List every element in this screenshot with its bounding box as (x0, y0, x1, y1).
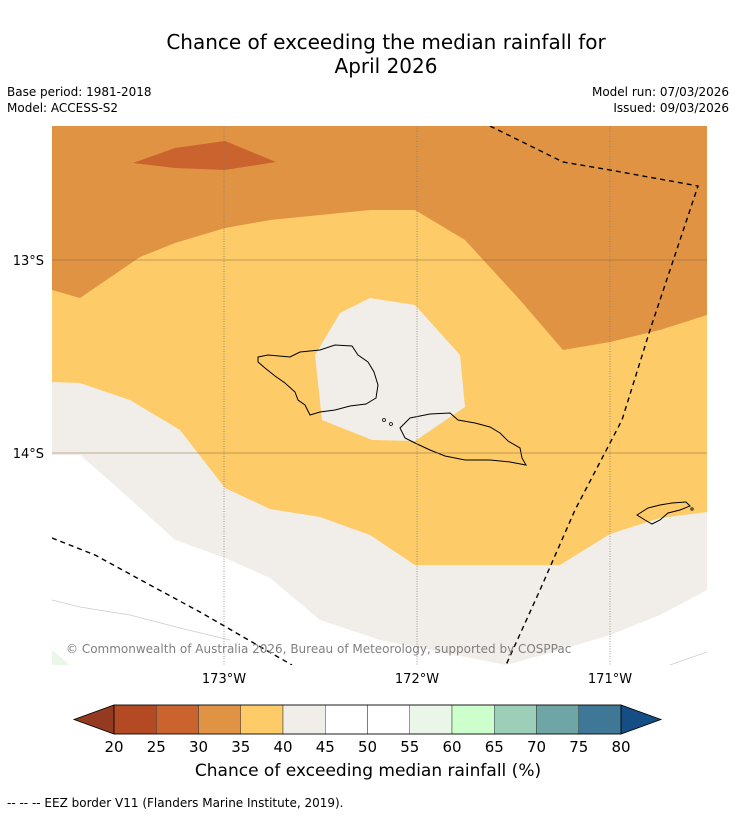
issued-text: Issued: 09/03/2026 (613, 101, 729, 115)
colorbar-tick-label: 20 (104, 738, 123, 756)
model-text: Model: ACCESS-S2 (7, 101, 119, 115)
colorbar-tick-label: 65 (485, 738, 504, 756)
colorbar-segment (367, 704, 410, 735)
contour-line (669, 651, 707, 665)
manono-island (382, 418, 386, 422)
savaii-island (257, 344, 379, 416)
eez-legend-note: -- -- -- EEZ border V11 (Flanders Marine… (7, 796, 344, 810)
colorbar-segment (198, 704, 241, 735)
apolima-island (389, 422, 393, 426)
eez-border (489, 126, 699, 665)
colorbar-segment (325, 704, 368, 735)
colorbar-tick-label: 30 (189, 738, 208, 756)
colorbar-extend-high (620, 704, 663, 735)
colorbar-tick-label: 60 (442, 738, 461, 756)
title-line-1: Chance of exceeding the median rainfall … (166, 30, 606, 54)
field-50-55-lower (52, 455, 506, 665)
colorbar-segment (282, 704, 326, 735)
colorbar-tick-label: 50 (358, 738, 377, 756)
base-period-text: Base period: 1981-2018 (7, 85, 152, 99)
contour-line (52, 599, 231, 641)
colorbar-segment (451, 704, 495, 735)
colorbar-title: Chance of exceeding median rainfall (%) (194, 761, 542, 781)
colorbar-segment (536, 704, 579, 735)
colorbar-segment (113, 704, 157, 735)
lon-label-171w: 171°W (588, 672, 632, 687)
lat-label-13s: 13°S (13, 254, 44, 269)
eez-border (52, 537, 293, 665)
aunuu-island (690, 507, 694, 511)
model-run-text: Model run: 07/03/2026 (591, 85, 729, 99)
probability-fields (52, 126, 707, 665)
lon-label-173w: 173°W (202, 672, 246, 687)
copyright-text: © Commonwealth of Australia 2026, Bureau… (66, 642, 571, 656)
field-30-35 (52, 126, 707, 350)
colorbar: 20 25 30 35 40 45 50 55 60 65 70 75 80 (72, 704, 663, 756)
colorbar-frame (113, 704, 622, 735)
colorbar-tick-label: 70 (527, 738, 546, 756)
colorbar-tick-label: 35 (231, 738, 250, 756)
colorbar-tick-label: 55 (400, 738, 419, 756)
field-55-60 (52, 650, 70, 665)
colorbar-segment (240, 704, 284, 735)
colorbar-segment (494, 704, 537, 735)
colorbar-segment (578, 704, 622, 735)
metadata-left: Base period: 1981-2018 Model: ACCESS-S2 (7, 84, 152, 116)
metadata-right: Model run: 07/03/2026 Issued: 09/03/2026 (592, 84, 729, 116)
colorbar-tick-label: 80 (611, 738, 630, 756)
field-25-30 (133, 141, 276, 170)
colorbar-extend-low (72, 704, 115, 735)
lat-gridlines (52, 259, 707, 454)
chart-title: Chance of exceeding the median rainfall … (0, 30, 736, 78)
colorbar-segment (156, 704, 199, 735)
colorbar-tick-label: 45 (316, 738, 335, 756)
colorbar-tick-label: 75 (569, 738, 588, 756)
tutuila-island (636, 501, 691, 525)
title-line-2: April 2026 (334, 54, 438, 78)
colorbar-tick-label: 25 (147, 738, 166, 756)
colorbar-segment (409, 704, 453, 735)
lon-label-172w: 172°W (395, 672, 439, 687)
lat-label-14s: 14°S (13, 447, 44, 462)
colorbar-tick-label: 40 (273, 738, 292, 756)
